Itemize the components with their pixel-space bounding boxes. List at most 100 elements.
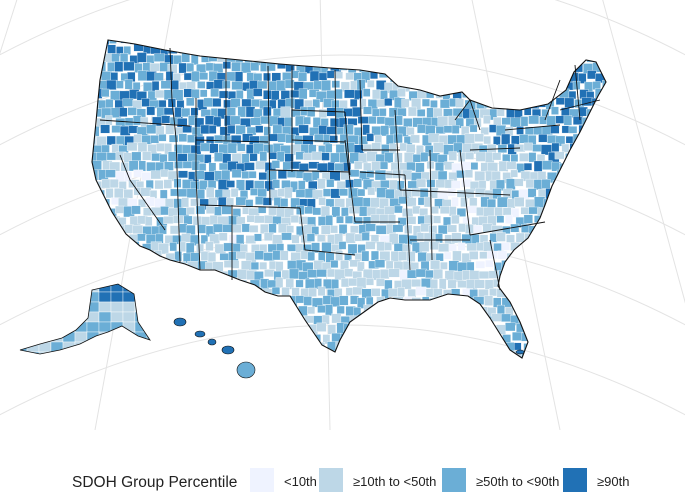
- county-cell: [127, 107, 137, 116]
- county-cell: [451, 232, 462, 244]
- county-cell: [443, 251, 452, 260]
- county-cell: [329, 135, 338, 144]
- county-cell: [241, 260, 252, 271]
- county-cell: [280, 90, 290, 100]
- county-cell: [349, 169, 360, 178]
- county-cell: [437, 116, 449, 127]
- county-cell: [204, 115, 215, 125]
- county-cell: [286, 225, 294, 233]
- county-cell: [501, 242, 510, 251]
- county-cell: [136, 52, 147, 63]
- county-cell: [291, 234, 300, 244]
- county-cell: [385, 260, 394, 270]
- county-cell: [527, 188, 537, 198]
- county-cell: [272, 216, 282, 225]
- county-cell: [401, 98, 410, 108]
- county-cell: [277, 169, 287, 179]
- county-cell: [485, 259, 494, 268]
- county-cell: [318, 197, 326, 206]
- county-cell: [388, 268, 400, 278]
- county-cell: [212, 223, 223, 233]
- county-cell: [250, 117, 262, 126]
- county-cell: [210, 88, 220, 98]
- county-cell: [218, 232, 228, 241]
- county-cell: [123, 61, 135, 71]
- county-cell: [289, 268, 300, 280]
- county-cell: [183, 215, 193, 225]
- county-cell: [457, 242, 466, 251]
- county-cell: [555, 97, 565, 105]
- county-cell: [492, 152, 502, 161]
- county-cell: [195, 205, 206, 215]
- county-cell: [520, 207, 530, 215]
- county-cell: [384, 152, 394, 164]
- county-cell: [474, 133, 484, 142]
- county-cell: [335, 250, 343, 261]
- county-cell: [197, 189, 205, 200]
- county-cell: [443, 108, 453, 118]
- county-cell: [452, 250, 462, 262]
- county-cell: [232, 224, 242, 233]
- county-cell: [271, 90, 280, 101]
- county-cell: [541, 179, 551, 189]
- county-cell: [178, 170, 188, 179]
- county-cell: [455, 117, 464, 129]
- county-cell: [474, 279, 485, 289]
- county-cell: [100, 71, 113, 81]
- county-cell: [349, 98, 358, 107]
- county-cell: [380, 180, 391, 189]
- county-cell: [214, 152, 224, 162]
- county-cell: [196, 243, 204, 254]
- county-cell: [204, 154, 212, 164]
- county-cell: [107, 62, 115, 72]
- county-cell: [149, 63, 161, 72]
- county-cell: [338, 224, 348, 235]
- county-cell: [464, 152, 475, 160]
- county-cell: [258, 172, 268, 181]
- county-cell: [523, 162, 533, 171]
- county-cell: [357, 188, 366, 197]
- county-cell: [198, 163, 207, 171]
- county-cell: [505, 214, 513, 224]
- county-cell: [272, 250, 281, 261]
- county-cell: [174, 251, 182, 262]
- county-cell: [403, 118, 413, 127]
- county-cell: [546, 115, 556, 126]
- county-cell: [334, 163, 345, 173]
- county-cell: [300, 250, 309, 260]
- county-cell: [163, 179, 173, 189]
- county-cell: [394, 115, 403, 126]
- county-cell: [241, 153, 250, 164]
- county-cell: [407, 106, 417, 117]
- county-cell: [374, 169, 387, 181]
- state-border: [199, 204, 301, 209]
- county-cell: [153, 53, 166, 62]
- county-cell: [245, 106, 256, 118]
- county-cell: [439, 206, 450, 214]
- county-cell: [510, 117, 521, 128]
- county-cell: [307, 251, 315, 261]
- county-cell: [154, 89, 165, 99]
- county-cell: [262, 106, 272, 117]
- county-cell: [329, 170, 341, 181]
- county-cell: [327, 268, 336, 278]
- county-cell: [336, 305, 345, 314]
- county-cell: [191, 89, 200, 99]
- county-cell: [272, 179, 280, 189]
- county-cell: [411, 187, 422, 197]
- county-cell: [231, 169, 242, 178]
- county-cell: [308, 287, 317, 297]
- county-cell: [335, 107, 345, 119]
- county-cell: [474, 171, 486, 182]
- legend-swatch-lt10: [250, 468, 274, 492]
- county-cell: [290, 215, 300, 223]
- county-cell: [237, 143, 246, 152]
- county-cell: [254, 215, 266, 224]
- county-cell: [491, 171, 501, 181]
- legend-title: SDOH Group Percentile: [72, 474, 238, 491]
- state-border: [344, 111, 351, 176]
- county-cell: [493, 136, 501, 146]
- county-cell: [159, 189, 168, 200]
- county-cell: [437, 170, 448, 182]
- county-cell: [433, 142, 444, 153]
